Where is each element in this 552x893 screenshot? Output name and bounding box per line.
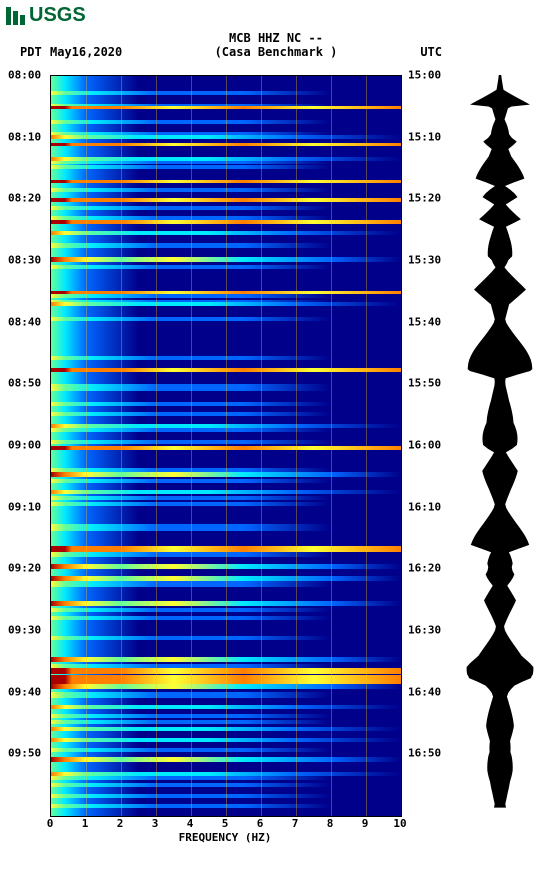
date-label: May16,2020 [50,45,122,59]
ytick-left: 09:00 [8,439,41,452]
waveform-polygon [467,75,534,808]
ytick-left: 09:20 [8,562,41,575]
spectrogram [50,75,402,817]
utc-label: UTC [420,45,442,59]
ytick-right: 16:20 [408,562,441,575]
xtick: 8 [327,817,334,830]
chart-header: MCB HHZ NC -- PDT May16,2020 (Casa Bench… [0,31,552,61]
logo-wave-icon [6,7,25,25]
ytick-right: 15:30 [408,254,441,267]
ytick-left: 08:10 [8,130,41,143]
ytick-left: 08:50 [8,377,41,390]
y-axis-left: 08:0008:1008:2008:3008:4008:5009:0009:10… [8,75,48,815]
x-axis-label: FREQUENCY (HZ) [179,831,272,844]
y-axis-right: 15:0015:1015:2015:3015:4015:5016:0016:10… [408,75,448,815]
logo-text: USGS [29,4,86,27]
ytick-right: 16:00 [408,439,441,452]
ytick-left: 08:00 [8,69,41,82]
waveform-trace [460,75,540,815]
xtick: 6 [257,817,264,830]
ytick-right: 15:50 [408,377,441,390]
x-axis: FREQUENCY (HZ) 012345678910 [50,817,400,847]
ytick-right: 16:30 [408,624,441,637]
xtick: 1 [82,817,89,830]
pdt-label: PDT [20,45,42,59]
xtick: 0 [47,817,54,830]
station-title: MCB HHZ NC -- [229,31,323,45]
station-subtitle: (Casa Benchmark ) [215,45,338,59]
ytick-left: 08:20 [8,192,41,205]
ytick-left: 08:30 [8,254,41,267]
ytick-right: 16:50 [408,747,441,760]
xtick: 4 [187,817,194,830]
xtick: 5 [222,817,229,830]
ytick-right: 15:10 [408,130,441,143]
ytick-left: 08:40 [8,315,41,328]
xtick: 3 [152,817,159,830]
ytick-right: 15:20 [408,192,441,205]
ytick-right: 15:00 [408,69,441,82]
ytick-right: 16:10 [408,500,441,513]
xtick: 10 [393,817,406,830]
ytick-right: 16:40 [408,685,441,698]
xtick: 7 [292,817,299,830]
ytick-left: 09:30 [8,624,41,637]
ytick-left: 09:40 [8,685,41,698]
plot-area: 08:00 08:10 08:20 08:30 08:40 08:50 09:00 09:10… [0,65,552,845]
xtick: 2 [117,817,124,830]
xtick: 9 [362,817,369,830]
ytick-left: 09:10 [8,500,41,513]
ytick-right: 15:40 [408,315,441,328]
ytick-left: 09:50 [8,747,41,760]
usgs-logo: USGS [0,0,552,31]
